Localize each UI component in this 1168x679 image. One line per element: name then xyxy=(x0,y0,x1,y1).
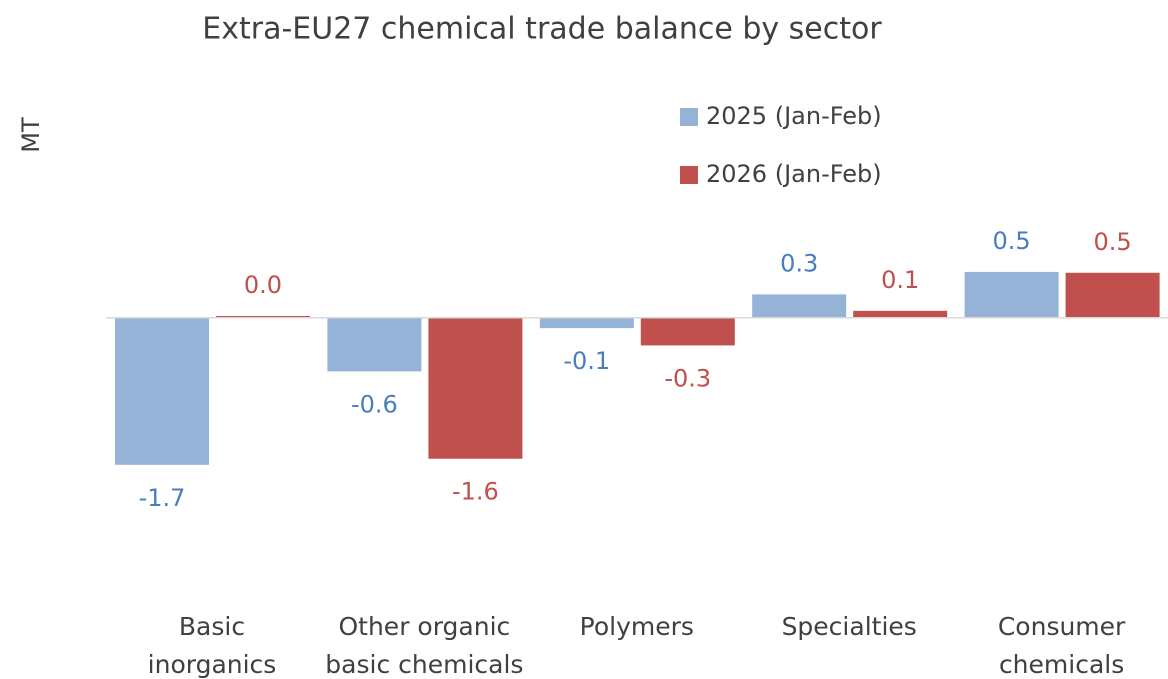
bar xyxy=(428,317,523,459)
x-tick-label: Specialties xyxy=(781,612,917,641)
bar xyxy=(853,310,948,318)
chart-title: Extra-EU27 chemical trade balance by sec… xyxy=(202,12,882,47)
data-label: 0.1 xyxy=(881,266,919,294)
data-label: -1.7 xyxy=(139,484,186,512)
x-tick-label: Basic inorganics xyxy=(147,612,277,679)
bar xyxy=(640,317,735,346)
bar xyxy=(115,317,209,465)
bar xyxy=(964,271,1059,318)
bar xyxy=(1065,272,1160,318)
data-label: -0.3 xyxy=(664,364,711,392)
x-tick-label: Consumer chemicals xyxy=(997,612,1126,679)
x-tick-label: Polymers xyxy=(579,612,694,641)
x-tick-label: Other organic basic chemicals xyxy=(325,612,524,679)
bar xyxy=(216,316,310,318)
data-label: 0.3 xyxy=(780,249,818,277)
legend-swatch xyxy=(680,166,698,184)
legend-label: 2025 (Jan-Feb) xyxy=(706,102,882,130)
data-label: -0.6 xyxy=(351,390,398,418)
data-label: 0.0 xyxy=(244,271,282,299)
data-label: 0.5 xyxy=(993,227,1031,255)
y-axis-label: MT xyxy=(17,117,45,153)
legend-swatch xyxy=(680,108,698,126)
bar xyxy=(327,317,422,372)
data-label: -0.1 xyxy=(563,347,610,375)
bar xyxy=(539,317,634,329)
data-label: -1.6 xyxy=(452,478,499,506)
legend-label: 2026 (Jan-Feb) xyxy=(706,160,882,188)
data-label: 0.5 xyxy=(1094,228,1132,256)
bar xyxy=(752,294,847,318)
